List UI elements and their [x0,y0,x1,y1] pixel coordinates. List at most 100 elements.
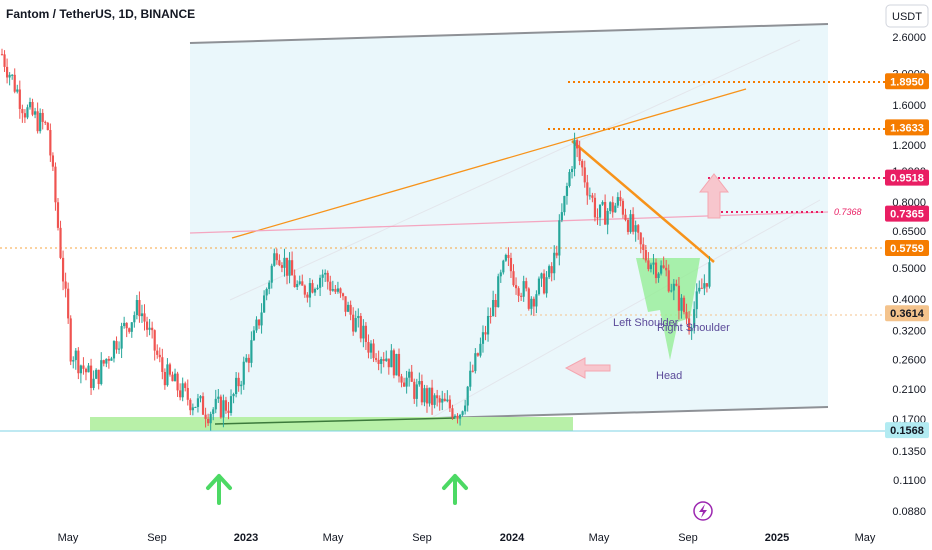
candle-body [319,277,322,288]
candle-body [168,364,172,375]
candle-body [570,168,574,173]
rising-trendline[interactable] [231,88,747,239]
candle-body [54,166,57,203]
candle-body [334,289,337,292]
candle-body [527,288,530,309]
lightning-icon[interactable] [693,501,713,521]
candle-body [662,265,665,268]
candle-body [385,358,388,361]
candle-body [560,212,563,221]
candle-body [207,418,210,424]
x-axis[interactable]: May Sep 2023 May Sep 2024 May Sep 2025 May [58,532,876,544]
candle-body [616,197,619,206]
candle-body [257,319,261,326]
candle-body [100,360,103,385]
candle-body [329,281,332,291]
candle-body [392,350,395,376]
candle-body [687,318,691,332]
candle-body [16,89,19,92]
candle-body [629,214,632,232]
candle-body [606,210,609,225]
candle-body [578,148,581,162]
candle-body [418,381,421,385]
candle-body [56,202,60,228]
candle-body [191,407,194,411]
head-label: Head [656,370,682,382]
candle-body [586,182,589,196]
candle-body [235,377,238,395]
price-tag-label: 0.5759 [890,243,924,255]
candle-body [278,260,281,266]
candle-body [186,387,189,400]
candle-body [397,353,401,377]
candle-body [517,288,520,296]
candle-body [453,415,457,418]
candle-body [632,214,635,232]
candle-body [128,328,131,332]
candle-body [26,107,29,118]
candle-body [265,288,268,296]
x-tick-label: May [589,532,610,544]
candle-body [301,281,304,286]
candle-body [558,220,561,256]
price-tag [885,240,929,257]
x-tick-label: 2024 [500,532,525,544]
y-tick-label: 1.6000 [892,100,926,112]
support-zone [90,417,573,431]
candle-body [115,341,118,350]
y-axis[interactable]: 2.60002.00001.60001.20001.00000.80000.65… [892,32,926,518]
candle-body [382,359,385,361]
candle-body [680,297,683,311]
y-tick-label: 1.2000 [892,140,926,152]
candle-body [49,130,52,156]
candle-body [247,357,250,363]
candle-body [313,289,317,293]
candle-body [11,74,14,76]
candle-body [112,341,116,359]
candle-body [647,260,650,270]
candle-body [201,396,205,415]
candle-body [260,312,263,326]
descending-trendline[interactable] [571,140,715,263]
candle-body [217,396,220,399]
candle-body [72,360,75,362]
candle-body [18,89,21,109]
candle-body [451,408,454,418]
candle-body [158,354,161,358]
candle-body [280,265,284,268]
candle-body [677,285,681,311]
candle-body [166,364,169,386]
candle-body [275,253,278,261]
candle-body [400,376,403,383]
candle-body [425,388,429,404]
candle-body [133,315,136,323]
candle-body [380,359,383,364]
channel-upper-line[interactable] [189,23,829,44]
candle-body [369,343,373,353]
candle-body [489,315,492,317]
candle-body [700,287,703,289]
candle-body [415,384,418,399]
candle-body [214,398,217,410]
candle-body [123,322,126,327]
candle-body [145,321,149,330]
price-tag-label: 0.1568 [890,425,924,437]
currency-button[interactable] [885,4,929,28]
candle-body [486,315,490,335]
candle-body [619,197,622,201]
candle-body [464,405,467,412]
candle-body [285,257,289,276]
candle-body [565,185,569,196]
candle-body [69,318,72,362]
candle-body [456,415,459,419]
candle-body [639,232,642,245]
candle-body [703,283,706,289]
candle-body [568,172,571,186]
candle-body [102,360,105,364]
candle-body [303,285,306,295]
candle-body [634,225,637,232]
candle-body [8,74,11,78]
y-tick-label: 2.6000 [892,32,926,44]
